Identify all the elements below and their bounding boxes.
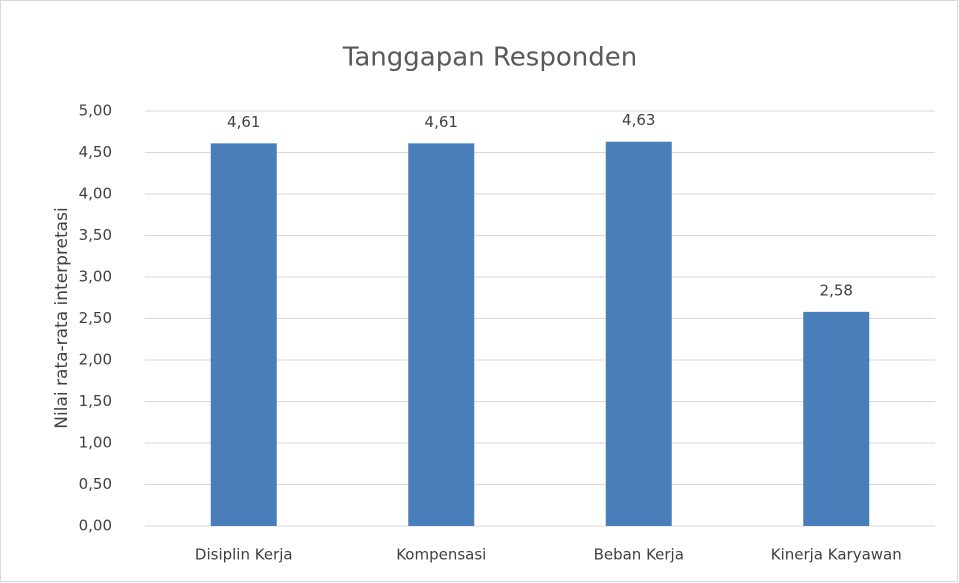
x-tick-label: Disiplin Kerja (195, 546, 293, 564)
y-tick-label: 4,00 (79, 185, 112, 203)
chart-title: Tanggapan Responden (342, 43, 637, 73)
y-tick-label: 2,00 (79, 351, 112, 369)
y-tick-label: 0,50 (79, 475, 112, 493)
y-tick-label: 5,00 (79, 102, 112, 120)
y-axis-title: Nilai rata-rata interpretasi (52, 207, 72, 428)
y-tick-label: 1,50 (79, 392, 112, 410)
y-tick-label: 4,50 (79, 143, 112, 161)
x-tick-label: Kinerja Karyawan (771, 546, 902, 564)
bar (606, 142, 672, 526)
value-label: 2,58 (820, 281, 853, 299)
value-label: 4,61 (227, 113, 260, 131)
y-tick-label: 3,00 (79, 268, 112, 286)
y-tick-label: 1,00 (79, 434, 112, 452)
value-label: 4,63 (622, 111, 655, 129)
y-tick-label: 3,50 (79, 226, 112, 244)
bar (803, 312, 869, 526)
chart: Tanggapan Responden Nilai rata-rata inte… (0, 0, 959, 583)
value-label: 4,61 (425, 113, 458, 131)
y-tick-label: 0,00 (79, 517, 112, 535)
bar (211, 143, 277, 526)
bar (408, 143, 474, 526)
y-tick-label: 2,50 (79, 309, 112, 327)
x-tick-label: Kompensasi (396, 546, 486, 564)
x-tick-label: Beban Kerja (594, 546, 684, 564)
